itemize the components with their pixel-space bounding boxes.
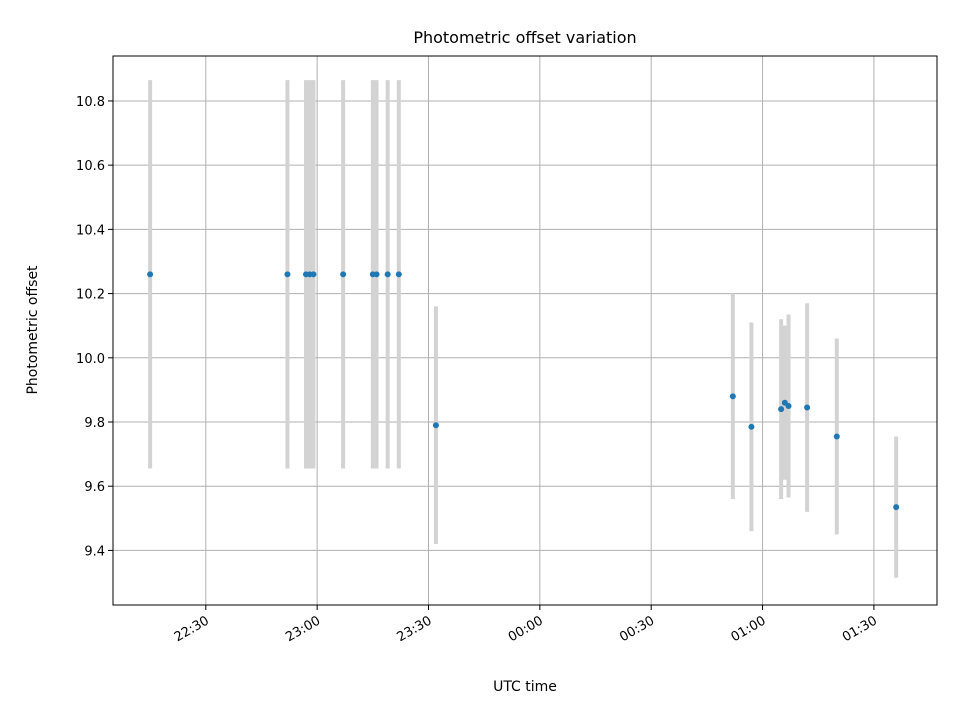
data-point	[785, 402, 792, 409]
data-point	[833, 433, 840, 440]
x-axis-label: UTC time	[493, 679, 557, 695]
data-points	[147, 271, 900, 511]
data-point	[340, 271, 347, 278]
y-tick-label: 10.6	[76, 159, 105, 174]
y-tick-label: 9.4	[84, 544, 105, 559]
data-point	[384, 271, 391, 278]
data-point	[284, 271, 291, 278]
y-tick-label: 10.8	[76, 95, 105, 110]
y-tick-label: 9.6	[84, 480, 105, 495]
data-point	[748, 423, 755, 430]
data-point	[432, 422, 439, 429]
data-point	[147, 271, 154, 278]
data-point	[310, 271, 317, 278]
data-point	[395, 271, 402, 278]
data-point	[729, 393, 736, 400]
data-point	[373, 271, 380, 278]
y-tick-label: 10.2	[76, 288, 105, 303]
plot-frame	[112, 55, 938, 606]
data-point	[804, 404, 811, 411]
y-tick-label: 10.0	[76, 352, 105, 367]
chart-title: Photometric offset variation	[413, 28, 636, 47]
data-point	[893, 504, 900, 511]
data-point	[778, 406, 785, 413]
y-tick-label: 9.8	[84, 416, 105, 431]
grid	[113, 56, 937, 605]
y-tick-label: 10.4	[76, 223, 105, 238]
y-axis-label: Photometric offset	[25, 265, 41, 395]
